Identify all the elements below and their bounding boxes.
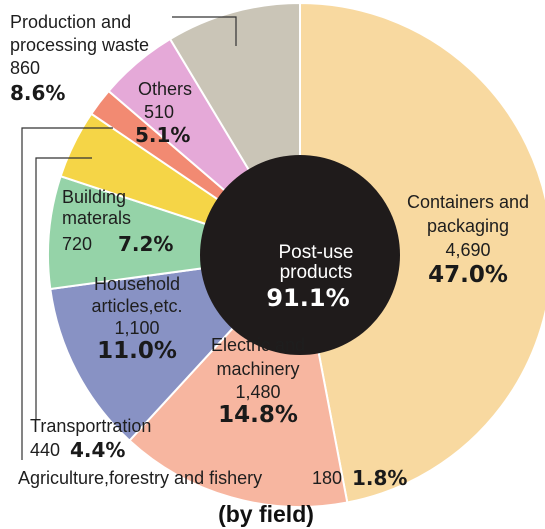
electric-label-line-1: Electric and bbox=[211, 335, 305, 355]
center-label-line-1: Post-use bbox=[279, 242, 354, 263]
waste-label-line-2: processing waste bbox=[10, 35, 149, 55]
slice-containers bbox=[299, 1, 545, 504]
post-use-products-center bbox=[200, 155, 400, 355]
containers-percent: 47.0% bbox=[428, 262, 508, 288]
building-label-line-2: materals bbox=[62, 208, 131, 228]
transport-leader-line bbox=[35, 157, 92, 420]
transport-value: 440 bbox=[30, 440, 60, 460]
others-label: Others bbox=[138, 79, 192, 99]
waste-percent: 8.6% bbox=[10, 81, 65, 105]
electric-value: 1,480 bbox=[235, 382, 280, 402]
others-value: 510 bbox=[144, 102, 174, 122]
others-percent: 5.1% bbox=[135, 123, 190, 147]
waste-leader-line bbox=[172, 16, 237, 46]
electric-label-line-2: machinery bbox=[216, 359, 299, 379]
center-percent: 91.1% bbox=[266, 284, 349, 312]
agriculture-label: Agriculture,forestry and fishery bbox=[18, 468, 262, 488]
building-value: 720 bbox=[62, 234, 92, 254]
agriculture-leader-line bbox=[21, 127, 113, 460]
electric-percent: 14.8% bbox=[218, 402, 298, 428]
household-label-line-2: articles,etc. bbox=[91, 296, 182, 316]
leader-lines bbox=[21, 16, 237, 460]
household-percent: 11.0% bbox=[97, 338, 177, 364]
center-label-line-2: products bbox=[280, 262, 353, 283]
chart-subtitle: (by field) bbox=[218, 501, 314, 527]
waste-label-line-1: Production and bbox=[10, 12, 131, 32]
waste-value: 860 bbox=[10, 58, 40, 78]
household-value: 1,100 bbox=[114, 318, 159, 338]
transport-percent: 4.4% bbox=[70, 438, 125, 462]
containers-value: 4,690 bbox=[445, 240, 490, 260]
agriculture-percent: 1.8% bbox=[352, 466, 407, 490]
transport-label: Transportration bbox=[30, 416, 151, 436]
building-label-line-1: Building bbox=[62, 187, 126, 207]
containers-label-line-2: packaging bbox=[427, 216, 509, 236]
building-percent: 7.2% bbox=[118, 232, 173, 256]
household-label-line-1: Household bbox=[94, 274, 180, 294]
containers-label-line-1: Containers and bbox=[407, 192, 529, 212]
agriculture-value: 180 bbox=[312, 468, 342, 488]
